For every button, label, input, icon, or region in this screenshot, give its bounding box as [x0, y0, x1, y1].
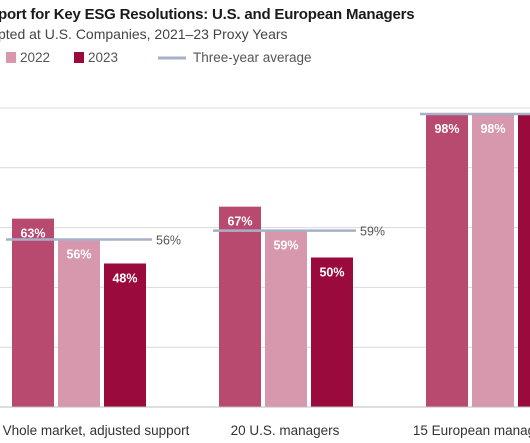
- legend-swatch-1: [74, 52, 84, 63]
- average-label-0: 56%: [156, 234, 181, 248]
- legend-swatch-0: [6, 52, 16, 63]
- bar-series2-0: [104, 263, 146, 407]
- bar-series2-1: [311, 257, 353, 407]
- x-tick-label-2: 15 European manager: [413, 423, 530, 438]
- bar-series1-0: [58, 239, 100, 407]
- bars: [12, 113, 530, 407]
- bar-series1-2: [472, 113, 514, 407]
- bar-series0-0: [12, 218, 54, 407]
- legend-label-0: 2022: [20, 50, 50, 65]
- data-label-series0-2: 98%: [434, 122, 459, 136]
- data-labels: 63%67%98%56%59%98%48%50%9: [20, 122, 505, 286]
- data-label-series2-1: 50%: [319, 266, 344, 280]
- chart-subtitle: pted at U.S. Companies, 2021–23 Proxy Ye…: [0, 26, 288, 42]
- average-label-1: 59%: [360, 225, 385, 239]
- data-label-series1-1: 59%: [273, 239, 298, 253]
- x-tick-label-1: 20 U.S. managers: [231, 423, 340, 438]
- data-label-series1-2: 98%: [480, 122, 505, 136]
- data-label-series0-1: 67%: [227, 215, 252, 229]
- x-axis: Vhole market, adjusted support 20 U.S. ma…: [0, 406, 530, 438]
- data-label-series0-0: 63%: [20, 227, 45, 241]
- chart-title: port for Key ESG Resolutions: U.S. and E…: [0, 6, 415, 23]
- data-label-series2-0: 48%: [112, 271, 137, 285]
- x-tick-label-0: Vhole market, adjusted support: [3, 423, 190, 438]
- bar-series1-1: [265, 230, 307, 407]
- bar-series2-2: [518, 113, 530, 407]
- legend-label-1: 2023: [88, 50, 118, 65]
- legend-label-2: Three-year average: [193, 50, 312, 65]
- bar-series0-2: [426, 113, 468, 407]
- bar-series0-1: [219, 206, 261, 407]
- legend: 2022 2023 Three-year average: [6, 50, 312, 65]
- average-lines: 56% 59%: [6, 112, 530, 248]
- data-label-series1-0: 56%: [66, 248, 91, 262]
